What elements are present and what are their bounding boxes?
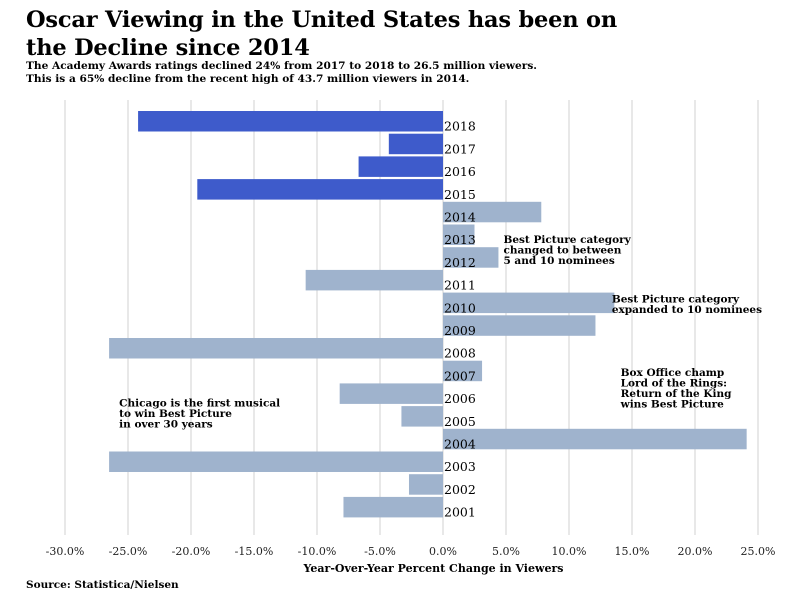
annotation-line: in over 30 years: [119, 419, 213, 431]
annotation-line: 5 and 10 nominees: [503, 255, 614, 267]
x-tick-label: -5.0%: [364, 545, 396, 558]
x-axis-ticks: -30.0% -25.0% -20.0% -15.0% -10.0% -5.0% 0.0% 5…: [46, 545, 776, 558]
annotation-line: Box Office champ: [621, 367, 725, 379]
bar-2013: [443, 224, 475, 245]
bar-2005: [401, 406, 443, 427]
category-label-2008: 2008: [444, 346, 476, 361]
bar-2011: [305, 269, 443, 291]
x-axis-label: Year-Over-Year Percent Change in Viewers: [303, 562, 564, 575]
annotation-line: Chicago is the first musical: [119, 398, 280, 410]
source-note: Source: Statistica/Nielsen: [26, 579, 179, 591]
bar-2009: [443, 315, 596, 336]
category-label-2009: 2009: [444, 323, 476, 338]
annotation-2004: Box Office champ Lord of the Rings: Return…: [620, 367, 732, 411]
bars: [109, 111, 747, 518]
annotation-line: expanded to 10 nominees: [612, 304, 762, 316]
annotation-line: Lord of the Rings:: [621, 377, 727, 389]
chart-subtitle: The Academy Awards ratings declined 24% …: [26, 60, 537, 85]
annotation-line: to win Best Picture: [119, 408, 232, 420]
bar-2003: [109, 451, 443, 472]
bar-2012: [443, 247, 499, 268]
x-tick-label: 5.0%: [492, 545, 520, 558]
x-tick-label: 15.0%: [615, 545, 650, 558]
category-label-2005: 2005: [444, 414, 476, 429]
bar-2016: [358, 156, 443, 177]
category-label-2002: 2002: [444, 482, 476, 497]
category-label-2017: 2017: [444, 141, 476, 156]
bar-2010: [443, 292, 615, 314]
x-tick-label: -20.0%: [172, 545, 211, 558]
bar-2017: [388, 133, 443, 155]
x-tick-label: -25.0%: [109, 545, 148, 558]
chart-title: Oscar Viewing in the United States has b…: [26, 7, 618, 61]
x-tick-label: -30.0%: [46, 545, 85, 558]
category-label-2016: 2016: [444, 164, 476, 179]
annotations: Best Picture category changed to between 5…: [119, 234, 762, 430]
annotation-line: Best Picture category: [612, 294, 740, 306]
category-label-2007: 2007: [444, 368, 476, 383]
x-tick-label: 25.0%: [741, 545, 776, 558]
bar-2008: [109, 338, 443, 359]
annotation-line: wins Best Picture: [620, 398, 724, 410]
bar-2015: [197, 179, 443, 200]
category-label-2013: 2013: [444, 232, 476, 247]
category-label-2010: 2010: [444, 300, 476, 315]
category-label-2014: 2014: [444, 210, 476, 225]
bar-2001: [343, 496, 443, 518]
bar-2014: [443, 201, 542, 223]
x-tick-label: 10.0%: [552, 545, 587, 558]
annotation-2003: Chicago is the first musical to win Best …: [119, 398, 280, 431]
x-tick-label: -10.0%: [298, 545, 337, 558]
category-label-2018: 2018: [444, 119, 476, 134]
annotation-2010: Best Picture category expanded to 10 nomi…: [612, 294, 762, 317]
bar-2006: [339, 383, 443, 404]
category-label-2012: 2012: [444, 255, 476, 270]
category-labels: 2018 2017 2016 2015 2014 2013 2012 2011 2010 2009…: [444, 119, 476, 520]
bar-2018: [138, 111, 443, 132]
x-tick-label: 0.0%: [429, 545, 457, 558]
category-label-2011: 2011: [444, 278, 476, 293]
bar-2007: [443, 360, 483, 382]
bar-2002: [408, 474, 443, 495]
x-tick-label: 20.0%: [678, 545, 713, 558]
category-label-2015: 2015: [444, 187, 476, 202]
x-tick-label: -15.0%: [235, 545, 274, 558]
category-label-2003: 2003: [444, 459, 476, 474]
category-label-2006: 2006: [444, 391, 476, 406]
annotation-line: changed to between: [503, 245, 621, 257]
category-label-2004: 2004: [444, 437, 476, 452]
annotation-line: Best Picture category: [503, 234, 631, 246]
annotation-2012: Best Picture category changed to between 5…: [503, 234, 631, 267]
category-label-2001: 2001: [444, 505, 476, 520]
bar-2004: [443, 428, 747, 450]
annotation-line: Return of the King: [621, 388, 732, 400]
